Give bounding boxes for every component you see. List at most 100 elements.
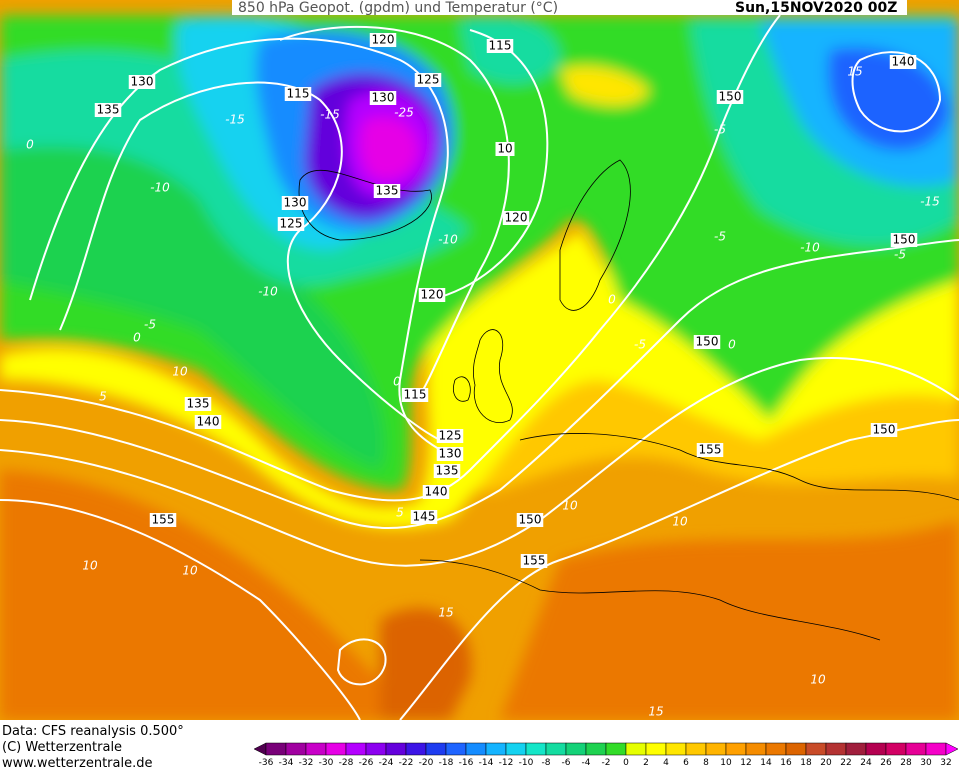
label-box [436, 429, 464, 443]
label-box [184, 397, 212, 411]
legend-swatch [565, 742, 587, 756]
footer-source: Data: CFS reanalysis 0.500° [2, 724, 184, 739]
label-box [495, 142, 515, 156]
legend-swatch [605, 742, 627, 756]
legend-tick-label: 28 [900, 758, 912, 768]
legend-swatch [865, 742, 887, 756]
legend-swatch [625, 742, 647, 756]
temperature-label: 5 [396, 506, 404, 520]
legend-tick-label: 2 [643, 758, 649, 768]
geopotential-label: 125 [417, 73, 440, 87]
temperature-label: -5 [714, 230, 726, 244]
legend-swatch [305, 742, 327, 756]
legend-tick-label: 18 [800, 758, 812, 768]
legend-swatch [285, 742, 307, 756]
legend-swatch [785, 742, 807, 756]
map-title: 850 hPa Geopot. (gpdm) und Temperatur (°… [238, 0, 558, 16]
temperature-label: -5 [634, 338, 646, 352]
map [0, 0, 959, 720]
legend-swatch [805, 742, 827, 756]
label-box [696, 443, 724, 457]
label-box [373, 184, 401, 198]
temperature-label: 0 [608, 293, 616, 307]
label-box [149, 513, 177, 527]
geopotential-label: 130 [372, 91, 395, 105]
legend-swatch [485, 742, 507, 756]
legend-swatch [705, 742, 727, 756]
legend-tick-label: -28 [339, 758, 354, 768]
geopotential-label: 135 [436, 464, 459, 478]
legend-tick-label: -12 [499, 758, 514, 768]
label-box [870, 423, 898, 437]
legend-tick-label: 10 [720, 758, 732, 768]
legend-swatch [765, 742, 787, 756]
label-box [284, 87, 312, 101]
legend-tick-label: -4 [582, 758, 591, 768]
geopotential-label: 120 [505, 211, 528, 225]
temperature-label: 5 [99, 390, 107, 404]
footer-copyright: (C) Wetterzentrale [2, 740, 122, 755]
legend-tick-label: -8 [542, 758, 551, 768]
legend-tick-label: 12 [740, 758, 751, 768]
legend-tick-label: 8 [703, 758, 709, 768]
temperature-label: 10 [562, 499, 578, 513]
legend-swatch [665, 742, 687, 756]
legend-swatch [405, 742, 427, 756]
legend-swatch [505, 742, 527, 756]
geopotential-label: 150 [873, 423, 896, 437]
temperature-label: -10 [800, 241, 820, 255]
legend-tick-label: -18 [439, 758, 454, 768]
label-box [890, 233, 918, 247]
temperature-label: -10 [438, 233, 458, 247]
label-box [516, 513, 544, 527]
geopotential-label: 130 [131, 75, 154, 89]
legend-swatch [325, 742, 347, 756]
label-box [281, 196, 309, 210]
temperature-label: -5 [714, 123, 726, 137]
legend-swatch [365, 742, 387, 756]
label-box [94, 103, 122, 117]
legend-arrow-left [253, 742, 267, 756]
legend-tick-label: 24 [860, 758, 872, 768]
label-box [422, 485, 450, 499]
geopotential-label: 130 [439, 447, 462, 461]
legend-tick-label: -26 [359, 758, 374, 768]
geopotential-label: 115 [404, 388, 427, 402]
legend-tick-label: 6 [683, 758, 689, 768]
temperature-label: -5 [144, 318, 156, 332]
geopotential-label: 125 [439, 429, 462, 443]
legend-swatch [645, 742, 667, 756]
legend-tick-label: -30 [319, 758, 334, 768]
geopotential-label: 140 [425, 485, 448, 499]
temperature-label: 15 [847, 65, 862, 79]
temperature-label: -15 [920, 195, 940, 209]
label-box [520, 554, 548, 568]
legend-tick-label: -22 [399, 758, 414, 768]
legend-swatch [265, 742, 287, 756]
legend-swatch [825, 742, 847, 756]
geopotential-label: 150 [893, 233, 916, 247]
coastlines [298, 159, 959, 641]
legend-tick-label: 16 [780, 758, 792, 768]
label-box [369, 33, 397, 47]
geopotential-label: 155 [152, 513, 175, 527]
geopotential-label: 10 [497, 142, 512, 156]
legend-swatch [725, 742, 747, 756]
legend-tick-label: -36 [259, 758, 274, 768]
label-box [414, 73, 442, 87]
legend-swatch [905, 742, 927, 756]
temperature-label: -5 [894, 248, 906, 262]
temperature-label: -15 [225, 113, 245, 127]
temperature-label: 10 [82, 559, 98, 573]
label-box [889, 55, 917, 69]
geopotential-label: 155 [699, 443, 722, 457]
geopotential-label: 115 [489, 39, 512, 53]
temperature-label: 0 [728, 338, 736, 352]
geopotential-label: 145 [413, 510, 436, 524]
geopotential-label: 150 [696, 335, 719, 349]
legend-tick-label: -16 [459, 758, 474, 768]
temperature-label: -10 [258, 285, 278, 299]
legend-tick-label: -20 [419, 758, 434, 768]
legend-swatch [745, 742, 767, 756]
legend-swatch [585, 742, 607, 756]
